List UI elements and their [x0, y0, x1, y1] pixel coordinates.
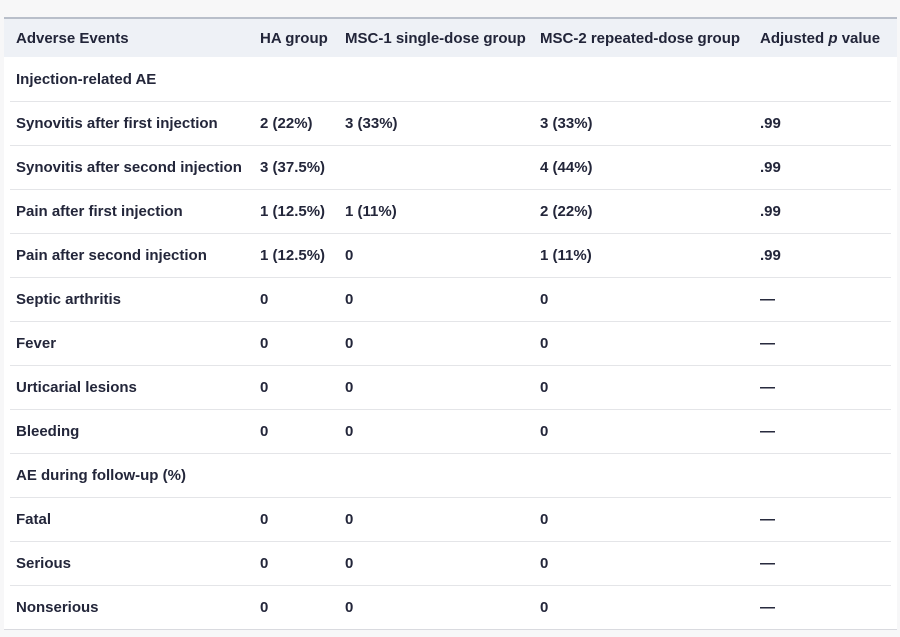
table-row: Pain after second injection 1 (12.5%) 0 1 (… — [10, 233, 891, 277]
cell-msc1-group: 0 — [345, 291, 354, 308]
table-row: Serious 0 0 0 — — [10, 541, 891, 585]
table-row: Septic arthritis 0 0 0 — — [10, 277, 891, 321]
cell-msc1-group: 1 (11%) — [345, 203, 397, 220]
column-header-msc1-group: MSC-1 single-dose group — [345, 29, 526, 47]
cell-msc1-group: 0 — [345, 599, 354, 616]
cell-adjusted-p-value: — — [760, 423, 775, 440]
adverse-events-table: Adverse Events HA group MSC-1 single-dos… — [4, 17, 897, 630]
cell-msc1-group: 0 — [345, 423, 354, 440]
section-row: AE during follow-up (%) — [10, 453, 891, 497]
table-body: Injection-related AE Synovitis after firs… — [10, 57, 891, 629]
cell-msc2-group: 3 (33%) — [540, 115, 593, 132]
cell-msc2-group: 1 (11%) — [540, 247, 592, 264]
cell-adjusted-p-value: — — [760, 599, 775, 616]
table-row: Urticarial lesions 0 0 0 — — [10, 365, 891, 409]
cell-ha-group: 2 (22%) — [260, 115, 313, 132]
table-row: Fatal 0 0 0 — — [10, 497, 891, 541]
cell-ha-group: 0 — [260, 335, 269, 352]
cell-msc2-group: 0 — [540, 511, 549, 528]
cell-adjusted-p-value: .99 — [760, 159, 781, 176]
table-row: Pain after first injection 1 (12.5%) 1 (11… — [10, 189, 891, 233]
row-label: Fatal — [16, 511, 52, 528]
cell-msc2-group: 0 — [540, 291, 549, 308]
p-header-suffix: value — [841, 29, 881, 47]
cell-msc2-group: 0 — [540, 599, 549, 616]
p-header-prefix: Adjusted — [760, 29, 825, 47]
cell-msc2-group: 0 — [540, 379, 549, 396]
row-label: Nonserious — [16, 599, 99, 616]
cell-adjusted-p-value: — — [760, 555, 775, 572]
cell-msc2-group: 0 — [540, 555, 549, 572]
cell-ha-group: 0 — [260, 291, 269, 308]
column-header-msc2-group: MSC-2 repeated-dose group — [540, 29, 741, 47]
cell-adjusted-p-value: .99 — [760, 247, 781, 264]
cell-msc1-group: 3 (33%) — [345, 115, 398, 132]
column-header-adverse-events: Adverse Events — [16, 29, 129, 47]
table-row: Nonserious 0 0 0 — — [10, 585, 891, 629]
row-label: Synovitis after second injection — [16, 159, 242, 176]
cell-ha-group: 1 (12.5%) — [260, 203, 326, 220]
row-label: Synovitis after first injection — [16, 115, 218, 132]
cell-ha-group: 0 — [260, 423, 269, 440]
table-row: Bleeding 0 0 0 — — [10, 409, 891, 453]
section-label: AE during follow-up (%) — [16, 467, 186, 484]
row-label: Pain after first injection — [16, 203, 183, 220]
cell-ha-group: 0 — [260, 599, 269, 616]
table-row: Fever 0 0 0 — — [10, 321, 891, 365]
cell-ha-group: 0 — [260, 379, 269, 396]
p-header-italic-p: p — [828, 29, 838, 47]
table-row: Synovitis after second injection 3 (37.5%… — [10, 145, 891, 189]
row-label: Septic arthritis — [16, 291, 122, 308]
cell-msc1-group: 0 — [345, 335, 354, 352]
column-header-ha-group: HA group — [260, 29, 328, 47]
cell-adjusted-p-value: — — [760, 291, 775, 308]
row-label: Fever — [16, 335, 57, 352]
cell-adjusted-p-value: — — [760, 379, 775, 396]
cell-msc2-group: 0 — [540, 335, 549, 352]
column-header-adjusted-p-value: Adjusted p value — [760, 30, 891, 47]
cell-msc2-group: 0 — [540, 423, 549, 440]
cell-msc1-group: 0 — [345, 555, 354, 572]
cell-msc2-group: 2 (22%) — [540, 203, 593, 220]
row-label: Bleeding — [16, 423, 80, 440]
row-label: Urticarial lesions — [16, 379, 137, 396]
cell-msc1-group: 0 — [345, 511, 354, 528]
cell-msc2-group: 4 (44%) — [540, 159, 593, 176]
row-label: Serious — [16, 555, 72, 572]
cell-adjusted-p-value: — — [760, 335, 775, 352]
table-row: Synovitis after first injection 2 (22%) 3 … — [10, 101, 891, 145]
cell-ha-group: 1 (12.5%) — [260, 247, 326, 264]
section-row: Injection-related AE — [10, 57, 891, 101]
cell-msc1-group: 0 — [345, 247, 354, 264]
cell-ha-group: 3 (37.5%) — [260, 159, 326, 176]
cell-ha-group: 0 — [260, 511, 269, 528]
cell-adjusted-p-value: .99 — [760, 203, 781, 220]
cell-adjusted-p-value: — — [760, 511, 775, 528]
section-label: Injection-related AE — [16, 70, 157, 88]
table-header-row: Adverse Events HA group MSC-1 single-dos… — [4, 17, 897, 57]
cell-msc1-group: 0 — [345, 379, 354, 396]
cell-adjusted-p-value: .99 — [760, 115, 781, 132]
row-label: Pain after second injection — [16, 247, 207, 264]
cell-ha-group: 0 — [260, 555, 269, 572]
